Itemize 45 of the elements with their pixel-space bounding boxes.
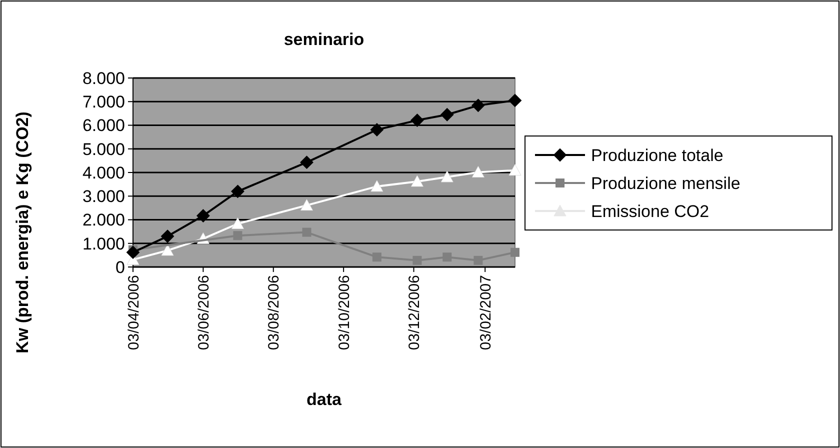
point	[442, 252, 452, 262]
legend-label: Produzione mensile	[591, 174, 740, 193]
x-tick-label: 03/04/2006	[125, 275, 142, 350]
point	[161, 230, 174, 243]
point	[126, 246, 140, 259]
point	[300, 156, 314, 169]
y-tick-label: 3.000	[82, 187, 125, 206]
y-tick-label: 5.000	[82, 140, 125, 159]
y-tick-label: 6.000	[82, 116, 125, 136]
point	[370, 180, 384, 192]
point	[231, 218, 244, 230]
point	[412, 256, 422, 265]
y-tick-label: 7.000	[82, 92, 125, 112]
point	[233, 231, 242, 240]
point	[410, 114, 424, 127]
x-tick-label: 03/08/2006	[266, 275, 283, 350]
y-tick-label: 4.000	[82, 163, 125, 182]
y-tick-label: 8.000	[82, 68, 125, 88]
y-tick-label: 0	[116, 258, 125, 277]
x-tick-label: 03/10/2006	[336, 275, 353, 350]
point	[474, 256, 483, 265]
point	[508, 94, 522, 107]
point	[510, 248, 520, 257]
point	[196, 209, 210, 222]
point	[472, 98, 485, 112]
point	[508, 164, 522, 176]
point	[300, 199, 313, 211]
y-tick-label: 2.000	[82, 210, 125, 230]
legend-label: Emissione CO2	[591, 202, 710, 221]
y-tick-label: 1.000	[82, 234, 125, 254]
point	[372, 252, 382, 262]
point	[440, 170, 454, 182]
point	[231, 184, 244, 198]
y-axis-title: Kw (prod. energia) e Kg (CO2)	[12, 112, 32, 354]
x-axis-title: data	[306, 390, 342, 409]
x-tick-label: 03/12/2006	[406, 275, 423, 350]
chart-title: seminario	[284, 30, 364, 49]
point	[440, 108, 454, 122]
point	[410, 175, 424, 187]
point	[370, 123, 384, 136]
x-tick-label: 03/06/2006	[195, 275, 212, 350]
point	[302, 228, 312, 237]
point	[472, 166, 484, 178]
legend-label: Produzione totale	[591, 146, 724, 165]
x-tick-label: 03/02/2007	[477, 275, 494, 350]
